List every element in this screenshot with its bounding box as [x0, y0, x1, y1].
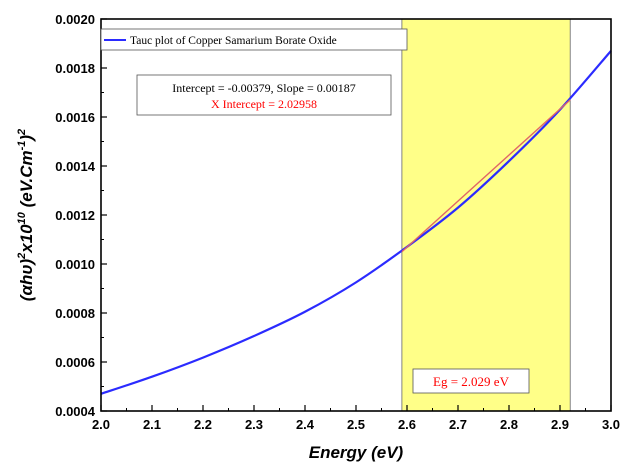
- y-tick-label: 0.0014: [55, 159, 96, 174]
- highlight-band: [401, 18, 571, 412]
- legend: Tauc plot of Copper Samarium Borate Oxid…: [100, 28, 408, 51]
- eg-frame: [412, 368, 530, 394]
- x-axis-title: Energy (eV): [309, 443, 404, 462]
- legend-label: Tauc plot of Copper Samarium Borate Oxid…: [130, 35, 337, 47]
- y-title-prefix: (αhυ): [17, 259, 36, 302]
- y-tick-label: 0.0018: [55, 61, 95, 76]
- annotation-intercept-slope: Intercept = -0.00379, Slope = 0.00187: [172, 81, 356, 95]
- y-title-sup3: -1: [16, 141, 28, 151]
- y-title-sup1: 2: [16, 253, 28, 260]
- y-tick-label: 0.0004: [55, 404, 96, 419]
- x-tick-label: 2.3: [245, 417, 263, 432]
- series-line: [100, 50, 612, 395]
- y-title-mid: x10: [17, 224, 36, 254]
- x-tick-label: 2.8: [500, 417, 518, 432]
- y-tick-label: 0.0020: [55, 12, 95, 27]
- x-tick-label: 2.6: [398, 417, 416, 432]
- y-axis-ticks: 0.0004 0.0006 0.0008 0.0010 0.0012 0.0014 0.00…: [55, 12, 107, 419]
- y-title-sup4: 2: [16, 129, 28, 136]
- y-title-unit-close: ): [17, 135, 36, 143]
- legend-box: [100, 28, 408, 51]
- x-tick-label: 2.1: [143, 417, 161, 432]
- x-tick-label: 2.2: [194, 417, 212, 432]
- y-title-unit-open: (eV.Cm: [17, 150, 36, 212]
- y-tick-label: 0.0006: [55, 355, 95, 370]
- eg-label: Eg = 2.029 eV: [433, 374, 510, 389]
- eg-label-box: Eg = 2.029 eV: [412, 368, 530, 394]
- y-tick-label: 0.0010: [55, 257, 95, 272]
- y-axis-title: (αhυ)2x1010 (eV.Cm-1)2: [16, 129, 36, 301]
- plot-frame: [100, 18, 612, 412]
- y-tick-label: 0.0012: [55, 208, 95, 223]
- fit-line: [401, 99, 571, 253]
- x-tick-label: 2.0: [92, 417, 110, 432]
- x-axis-ticks: 2.0 2.1 2.2 2.3 2.4 2.5 2.6 2.7 2.8 2.9 3.0: [92, 405, 620, 432]
- x-tick-label: 2.4: [296, 417, 315, 432]
- x-tick-label: 2.7: [449, 417, 467, 432]
- y-tick-label: 0.0016: [55, 110, 95, 125]
- x-tick-label: 2.9: [551, 417, 569, 432]
- annotation-x-intercept: X Intercept = 2.02958: [211, 97, 317, 111]
- annotation-frame: [136, 74, 392, 116]
- x-tick-label: 3.0: [602, 417, 620, 432]
- annotation-box: Intercept = -0.00379, Slope = 0.00187 X …: [136, 74, 392, 116]
- y-title-sup2: 10: [16, 211, 28, 224]
- x-tick-label: 2.5: [347, 417, 365, 432]
- y-tick-label: 0.0008: [55, 306, 95, 321]
